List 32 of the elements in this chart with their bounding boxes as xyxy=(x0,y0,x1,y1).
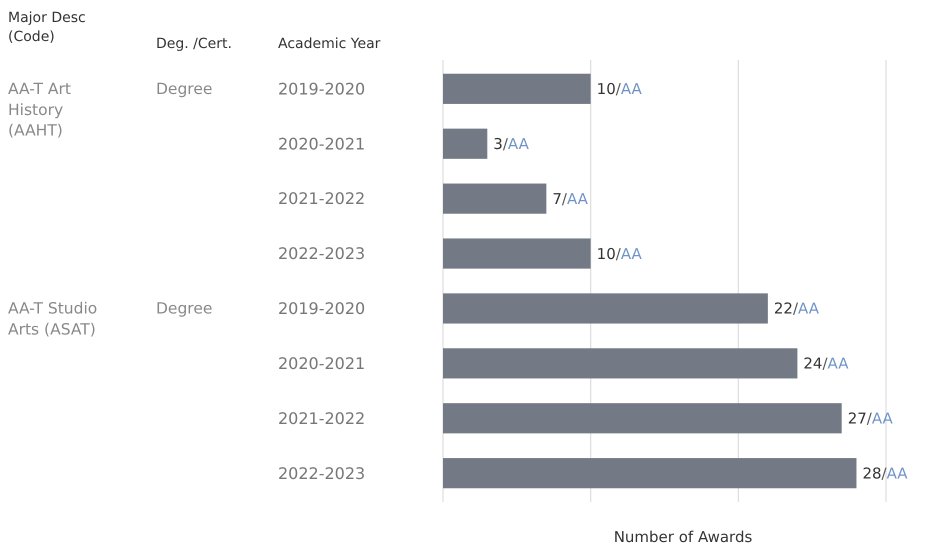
bar xyxy=(443,348,798,378)
text: Academic Year xyxy=(278,36,381,52)
y-tick-label: 2019-2020 xyxy=(278,299,366,318)
text: AA-T Studio Arts (ASAT) xyxy=(8,299,98,338)
data-label: 22/AA xyxy=(774,300,820,318)
data-label: 7/AA xyxy=(552,190,589,208)
text: AA-T Art History (AAHT) xyxy=(8,80,71,140)
y-tick-label: 2022-2023 xyxy=(278,464,366,483)
y-tick-label: 2020-2021 xyxy=(278,354,366,373)
text: Deg. /Cert. xyxy=(156,36,232,52)
bar xyxy=(443,293,768,324)
data-label: 10/AA xyxy=(596,244,642,263)
bar xyxy=(443,74,591,104)
y-tick-label: 2021-2022 xyxy=(278,408,366,428)
bar xyxy=(443,238,591,269)
text: Degree xyxy=(156,299,212,318)
data-label: 24/AA xyxy=(803,354,850,373)
bar xyxy=(443,403,842,434)
y-tick-label: 2022-2023 xyxy=(278,244,366,264)
bar xyxy=(443,458,856,488)
bar xyxy=(443,184,546,214)
bar xyxy=(443,128,488,159)
y-tick-label: 2021-2022 xyxy=(278,189,366,208)
data-label: 3/AA xyxy=(493,134,530,153)
data-label: 27/AA xyxy=(848,410,894,428)
y-tick-label: 2019-2020 xyxy=(278,79,366,98)
data-label: 28/AA xyxy=(862,464,908,482)
data-label: 10/AA xyxy=(596,80,642,98)
text: Major Desc (Code) xyxy=(8,10,86,45)
y-tick-label: 2020-2021 xyxy=(278,134,366,154)
text: Degree xyxy=(156,80,212,98)
x-axis-title: Number of Awards xyxy=(614,528,752,546)
